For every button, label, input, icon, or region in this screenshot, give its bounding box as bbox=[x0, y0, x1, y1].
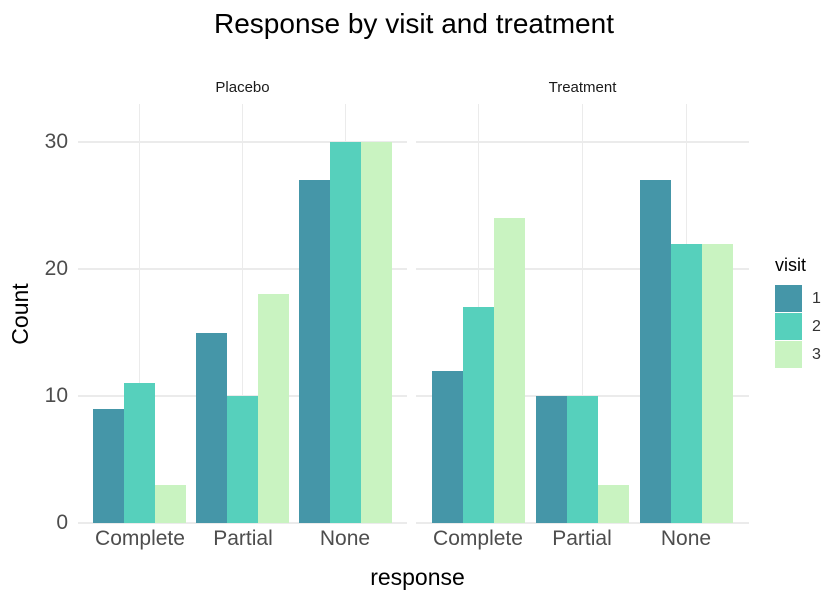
legend-label-visit-2: 2 bbox=[812, 318, 821, 335]
legend-key-visit-3 bbox=[775, 341, 802, 368]
y-tick-label-10: 10 bbox=[44, 384, 68, 407]
bar-placebo-complete-visit-1 bbox=[93, 408, 125, 523]
facet-panel-placebo bbox=[78, 104, 407, 524]
bar-treatment-none-visit-1 bbox=[639, 180, 671, 523]
x-gridline-complete bbox=[138, 104, 141, 523]
x-gridline-partial bbox=[581, 104, 584, 523]
legend-key-visit-1 bbox=[775, 285, 802, 312]
y-gridline-0 bbox=[78, 522, 407, 524]
x-axis-title: response bbox=[370, 564, 465, 590]
x-tick-label-placebo-none: None bbox=[319, 527, 371, 550]
legend-label-visit-3: 3 bbox=[812, 346, 821, 363]
bar-placebo-none-visit-1 bbox=[299, 180, 330, 523]
facet-strip-placebo: Placebo bbox=[215, 79, 270, 96]
y-tick-label-0: 0 bbox=[56, 511, 68, 534]
x-tick-label-placebo-complete: Complete bbox=[95, 527, 185, 550]
y-tick-label-20: 20 bbox=[44, 257, 68, 280]
bar-placebo-none-visit-2 bbox=[329, 142, 361, 523]
bar-treatment-none-visit-2 bbox=[670, 243, 703, 523]
x-tick-label-treatment-partial: Partial bbox=[552, 527, 612, 550]
facet-panel-treatment bbox=[416, 104, 749, 524]
y-gridline-0 bbox=[416, 522, 749, 524]
bar-treatment-complete-visit-1 bbox=[431, 370, 463, 523]
facet-strip-treatment: Treatment bbox=[548, 79, 617, 96]
bar-treatment-partial-visit-3 bbox=[598, 484, 630, 523]
x-gridline-partial bbox=[241, 104, 244, 523]
bar-placebo-none-visit-3 bbox=[360, 142, 392, 523]
bar-placebo-partial-visit-3 bbox=[257, 294, 289, 523]
y-tick-label-30: 30 bbox=[44, 130, 68, 153]
bar-placebo-complete-visit-2 bbox=[124, 383, 156, 523]
x-tick-label-placebo-partial: Partial bbox=[213, 527, 273, 550]
legend-label-visit-1: 1 bbox=[812, 290, 821, 307]
chart-title: Response by visit and treatment bbox=[214, 8, 614, 39]
bar-treatment-complete-visit-2 bbox=[462, 307, 495, 523]
bar-placebo-partial-visit-2 bbox=[227, 396, 258, 523]
bar-treatment-partial-visit-2 bbox=[566, 396, 599, 523]
bar-placebo-partial-visit-1 bbox=[196, 332, 228, 523]
bar-treatment-complete-visit-3 bbox=[494, 218, 526, 523]
bar-treatment-none-visit-3 bbox=[702, 243, 734, 523]
x-tick-label-treatment-none: None bbox=[660, 527, 712, 550]
legend-title: visit bbox=[775, 255, 806, 275]
legend-key-visit-2 bbox=[775, 313, 802, 340]
bar-treatment-partial-visit-1 bbox=[535, 396, 567, 523]
x-tick-label-treatment-complete: Complete bbox=[433, 527, 523, 550]
bar-placebo-complete-visit-3 bbox=[155, 484, 186, 523]
y-axis-title: Count bbox=[7, 283, 33, 345]
